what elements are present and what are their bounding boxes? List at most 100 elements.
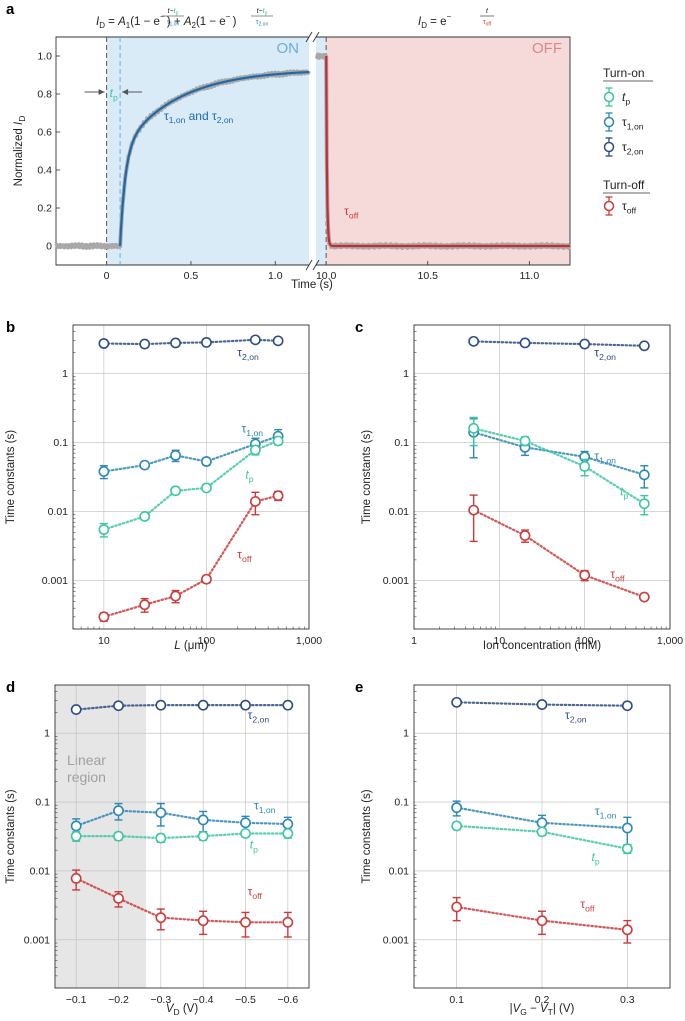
y-tick-label: 1	[44, 728, 50, 740]
x-tick-label: 1,000	[657, 635, 683, 647]
data-point-t1	[282, 818, 294, 830]
x-axis-label: VD (V)	[166, 1003, 199, 1017]
x-tick-label: 1.0	[268, 270, 283, 282]
symbol-subscript: p	[253, 844, 258, 854]
symbol-subscript: 1,on	[599, 455, 616, 465]
exponent-numerator: t	[486, 8, 489, 15]
legend-marker-t1	[603, 116, 615, 128]
y-tick-label: 0.01	[389, 865, 410, 877]
y-tick-label: 0.01	[48, 506, 69, 518]
exp-part: t	[263, 8, 266, 15]
legend-title-turn-off: Turn-off	[603, 178, 645, 192]
y-tick-label: 1	[403, 368, 409, 380]
label-part: L	[174, 640, 180, 652]
equation-part: (1 − e	[130, 16, 160, 28]
off-label: OFF	[532, 40, 562, 57]
x-tick-label: 100	[198, 635, 216, 647]
panel-c: 0.001 0.01 0.1 1 1 10 100 1,000 Ion concentratio…	[361, 324, 683, 652]
series-line-tp	[472, 427, 646, 505]
series-t2: τ2,on	[70, 699, 294, 725]
data-point-tp	[139, 511, 151, 522]
series-label-toff: τoff	[610, 567, 625, 584]
tau-on-annotation: τ1,on and τ2,on	[164, 109, 234, 125]
data-point-toff	[155, 912, 167, 924]
axis-break-mark	[312, 31, 320, 43]
data-point-t1	[155, 807, 167, 819]
symbol-base: τ	[565, 708, 570, 722]
linear-region-label-line: region	[67, 769, 106, 785]
data-point-toff	[70, 872, 82, 884]
symbol-base: t	[622, 90, 626, 104]
series-label-t2: τ2,on	[565, 708, 587, 725]
series-t2: τ2,on	[468, 335, 650, 362]
symbol-base: τ	[248, 885, 253, 899]
x-tick-label: −0.3	[150, 994, 171, 1006]
symbol-base: τ	[344, 204, 349, 218]
data-point-tp	[197, 830, 209, 842]
symbol-base: τ	[242, 421, 247, 435]
panel-a: 0 0.2 0.4 0.6 0.8 1.0 0 0.5 1.0 10.0 10.5 11.0 Time …	[13, 8, 653, 291]
y-tick-label: 0.1	[53, 437, 68, 449]
label-part: I	[13, 121, 25, 125]
symbol-subscript: off	[252, 891, 262, 901]
x-tick-label: 10	[493, 635, 505, 647]
y-tick-label: 0.8	[37, 89, 52, 101]
equation-part: −	[447, 12, 452, 21]
symbol-base: τ	[237, 346, 242, 360]
series-line-toff	[102, 494, 280, 618]
data-point-toff	[272, 490, 284, 502]
data-point-tp	[451, 820, 463, 832]
data-point-t2	[240, 699, 251, 711]
annotation-part: 2,on	[217, 115, 234, 125]
panel-b: 0.001 0.01 0.1 1 10 100 1,000 L (μm) Time consta…	[5, 324, 322, 652]
y-tick-label: 0	[46, 241, 52, 253]
legend-label-t1: τ1,on	[622, 115, 644, 132]
label-part: D	[174, 1007, 180, 1017]
x-axis-label: Ion concentration (mM)	[483, 640, 601, 652]
x-tick-label: 0.2	[535, 994, 550, 1006]
data-point-t2	[638, 340, 650, 352]
legend-marker-tp	[603, 91, 615, 103]
fit-curve-off	[325, 55, 570, 248]
exponent-denominator: τ2,on	[256, 19, 269, 28]
data-point-tp	[519, 435, 531, 447]
data-point-t2	[249, 334, 261, 346]
symbol-subscript: p	[595, 856, 600, 866]
symbol-base: τ	[237, 547, 242, 561]
symbol-base: t	[591, 850, 595, 864]
panel-letter-d: d	[6, 679, 15, 696]
y-axis-label: Normalized ID	[13, 116, 27, 187]
data-point-toff	[638, 591, 650, 603]
data-point-toff	[621, 924, 633, 936]
linear-region-label-line: Linear	[67, 752, 106, 768]
data-point-t1	[170, 449, 181, 461]
x-tick-label: 1,000	[296, 635, 322, 647]
exp-part: τ	[167, 19, 170, 26]
x-tick-label: 0.5	[184, 270, 199, 282]
equation-part: (1 − e	[196, 16, 226, 28]
data-point-t2	[98, 338, 110, 349]
series-label-t2: τ2,on	[237, 346, 259, 363]
symbol-subscript: 1,on	[627, 122, 644, 132]
data-point-tp	[240, 828, 251, 839]
series-label-toff: τoff	[237, 547, 252, 564]
data-point-t1	[70, 820, 82, 832]
equation-part: +	[171, 16, 184, 28]
label-part: −	[527, 1003, 540, 1015]
exponent-numerator: t−tp	[168, 8, 179, 17]
data-point-toff	[113, 892, 124, 904]
symbol-base: t	[245, 468, 249, 482]
data-point-toff	[201, 573, 212, 585]
exponent-denominator: τ1,on	[167, 19, 180, 28]
axis-frame	[54, 684, 310, 989]
symbol-subscript: p	[623, 491, 628, 501]
exp-part: τ	[256, 19, 259, 26]
symbol-base: τ	[594, 449, 599, 463]
tp-arrowhead-right	[122, 89, 129, 95]
panel-letter-c: c	[355, 319, 363, 336]
panel-letter-a: a	[6, 1, 15, 18]
exp-part: p	[176, 11, 179, 17]
symbol-subscript: off	[349, 211, 359, 221]
